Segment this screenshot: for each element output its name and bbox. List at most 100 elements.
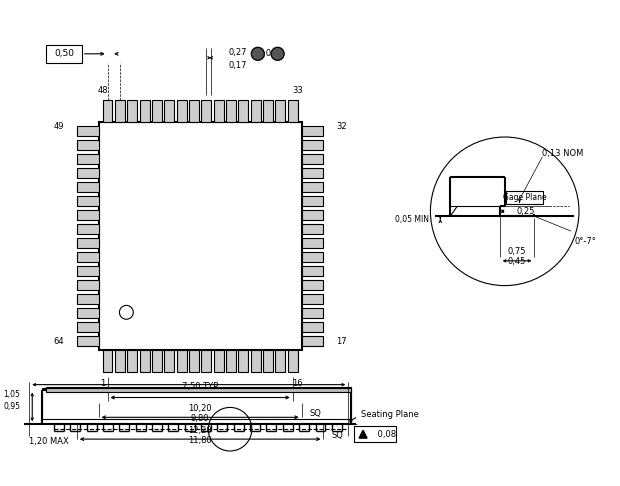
Text: 0,95: 0,95 — [3, 402, 20, 411]
Text: 7,50 TYP: 7,50 TYP — [182, 382, 218, 391]
Bar — [77, 224, 99, 234]
Bar — [302, 252, 324, 262]
Bar — [214, 101, 224, 122]
Bar — [302, 280, 324, 290]
Text: 48: 48 — [97, 86, 108, 95]
Bar — [115, 350, 125, 372]
Text: 0,27: 0,27 — [228, 48, 247, 57]
Text: 0,08: 0,08 — [259, 49, 277, 58]
Bar — [189, 101, 199, 122]
Bar — [239, 350, 248, 372]
Text: SQ: SQ — [309, 409, 321, 418]
Text: 11,80: 11,80 — [188, 435, 212, 445]
Text: 32: 32 — [336, 122, 347, 131]
Bar — [152, 350, 162, 372]
Bar — [115, 101, 125, 122]
Text: 0°-7°: 0°-7° — [574, 237, 596, 245]
Bar — [263, 350, 273, 372]
Bar — [302, 266, 324, 276]
Text: 9,80: 9,80 — [191, 414, 210, 423]
Bar — [250, 350, 260, 372]
Text: 1,20 MAX: 1,20 MAX — [29, 436, 69, 446]
Bar — [77, 294, 99, 304]
Bar — [46, 387, 351, 392]
Bar — [102, 101, 112, 122]
Bar — [214, 350, 224, 372]
Text: 0,50: 0,50 — [54, 49, 74, 58]
Text: 17: 17 — [336, 337, 347, 346]
Bar — [127, 350, 137, 372]
Circle shape — [271, 47, 284, 60]
Bar — [302, 140, 324, 150]
Bar — [77, 126, 99, 136]
Text: 0,25: 0,25 — [516, 207, 535, 216]
Bar — [302, 336, 324, 346]
Bar — [77, 210, 99, 220]
Bar — [102, 350, 112, 372]
Bar — [77, 168, 99, 178]
Bar — [302, 322, 324, 332]
Bar — [152, 101, 162, 122]
Bar — [77, 140, 99, 150]
Text: 0,08: 0,08 — [375, 430, 396, 439]
Text: 10,20: 10,20 — [188, 404, 212, 413]
Bar — [275, 350, 285, 372]
Bar — [302, 154, 324, 164]
Bar — [226, 101, 236, 122]
Bar — [302, 210, 324, 220]
Text: 12,20: 12,20 — [188, 426, 212, 434]
Bar — [77, 154, 99, 164]
Bar — [77, 308, 99, 318]
Text: 0,13 NOM: 0,13 NOM — [542, 149, 583, 158]
Bar — [354, 426, 396, 442]
Bar — [127, 101, 137, 122]
Bar — [77, 252, 99, 262]
Bar — [202, 350, 211, 372]
Bar — [77, 196, 99, 206]
Bar — [77, 322, 99, 332]
Bar — [288, 101, 298, 122]
Bar — [302, 238, 324, 248]
Text: 64: 64 — [53, 337, 64, 346]
Bar — [302, 168, 324, 178]
Bar — [140, 101, 149, 122]
Bar — [302, 224, 324, 234]
Bar — [275, 101, 285, 122]
Bar — [302, 294, 324, 304]
Text: SQ: SQ — [331, 431, 343, 440]
Bar — [77, 238, 99, 248]
Bar — [506, 191, 543, 205]
Polygon shape — [359, 430, 367, 438]
Bar — [77, 336, 99, 346]
Text: 33: 33 — [292, 86, 303, 95]
Bar — [226, 350, 236, 372]
Text: 1: 1 — [100, 379, 105, 388]
Bar — [302, 308, 324, 318]
Text: 16: 16 — [293, 379, 303, 388]
Bar — [99, 122, 302, 350]
Text: 49: 49 — [53, 122, 64, 131]
Bar — [77, 280, 99, 290]
Bar — [42, 388, 351, 419]
Bar — [202, 101, 211, 122]
Bar — [77, 266, 99, 276]
Text: 0,17: 0,17 — [228, 61, 247, 70]
Bar — [263, 101, 273, 122]
Bar — [189, 350, 199, 372]
Bar — [140, 350, 149, 372]
Bar — [77, 182, 99, 192]
Circle shape — [251, 47, 264, 60]
Bar — [164, 101, 174, 122]
Text: 0,45: 0,45 — [507, 257, 526, 266]
Bar — [164, 350, 174, 372]
Bar — [302, 182, 324, 192]
Text: 0,05 MIN: 0,05 MIN — [396, 215, 430, 224]
Bar — [302, 196, 324, 206]
Bar — [302, 126, 324, 136]
Bar — [177, 101, 187, 122]
Text: Gage Plane: Gage Plane — [503, 193, 546, 202]
Text: 1,05: 1,05 — [4, 390, 20, 399]
Text: Seating Plane: Seating Plane — [361, 410, 419, 419]
Text: 0,75: 0,75 — [507, 247, 526, 257]
Bar — [177, 350, 187, 372]
